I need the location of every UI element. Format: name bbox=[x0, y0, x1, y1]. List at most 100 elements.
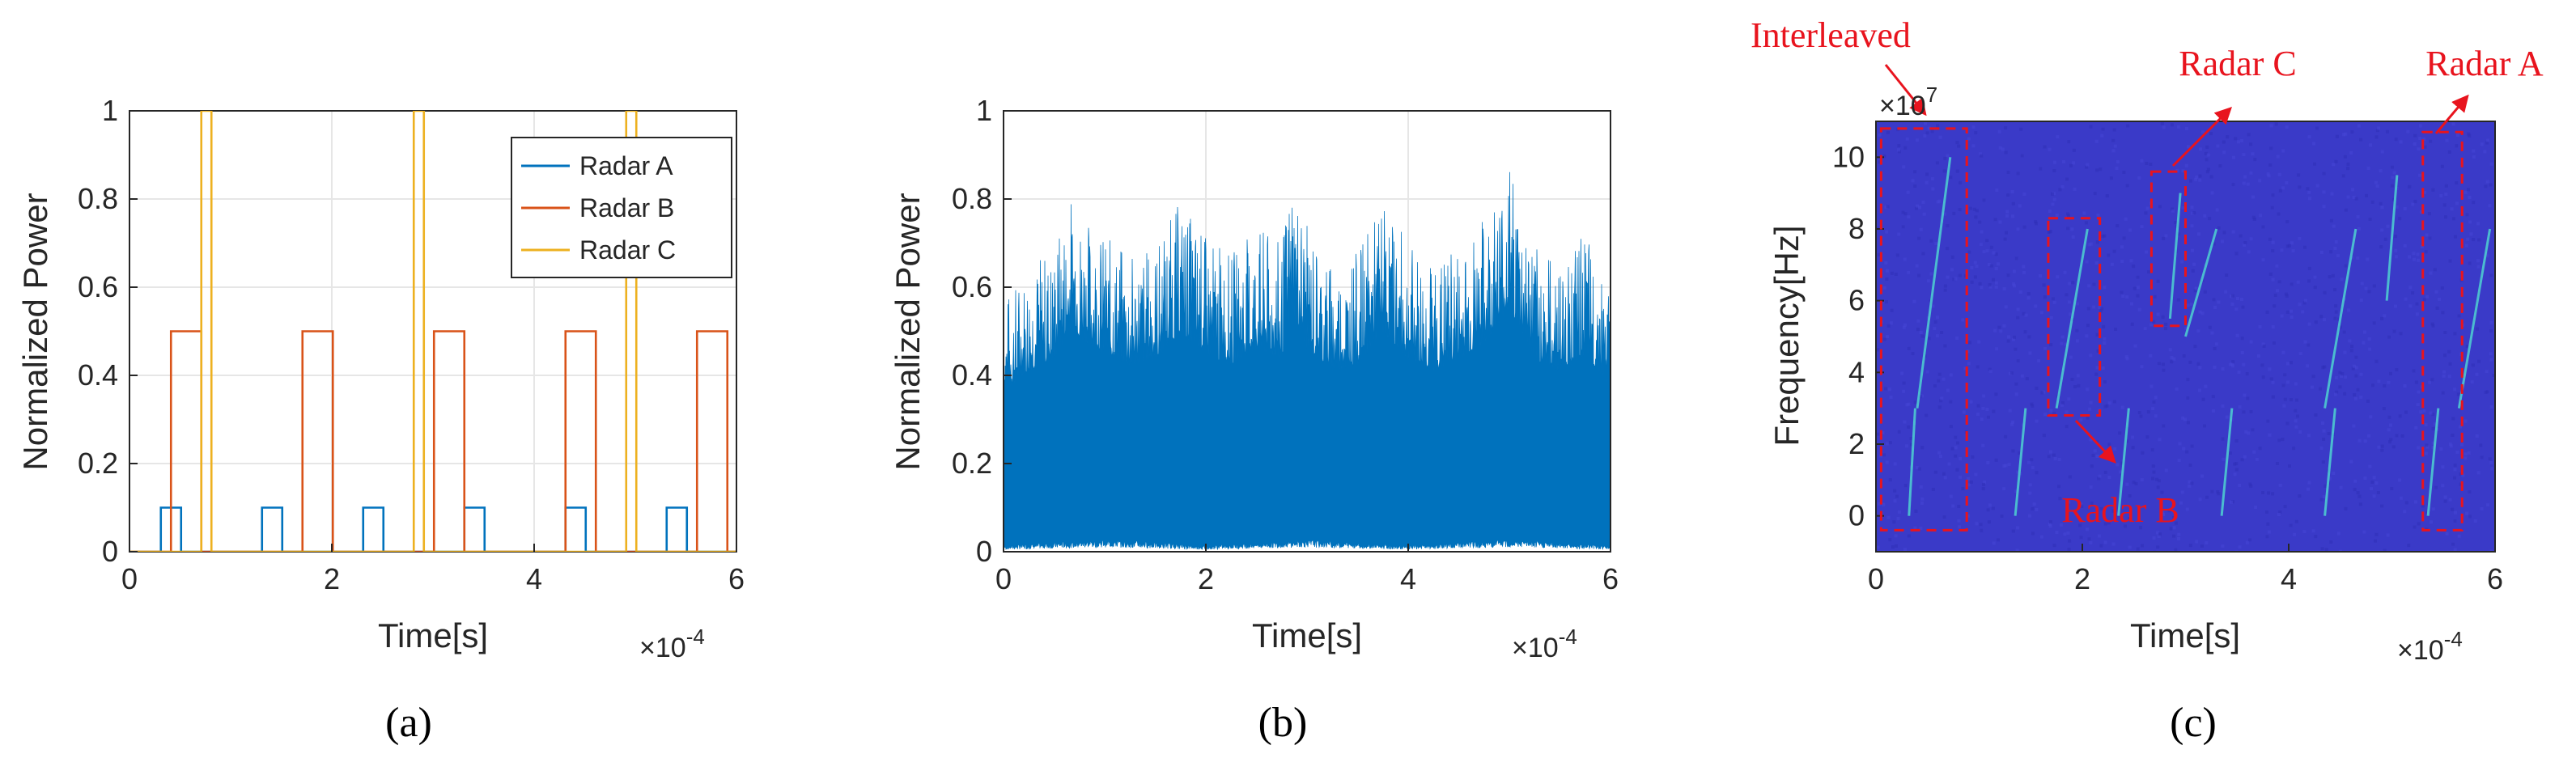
noise-cell bbox=[2026, 296, 2031, 300]
noise-cell bbox=[2120, 260, 2124, 264]
noise-cell bbox=[2315, 126, 2319, 130]
noise-cell bbox=[2194, 177, 2198, 181]
noise-cell bbox=[2030, 458, 2034, 462]
noise-cell bbox=[2182, 354, 2186, 358]
noise-cell bbox=[2348, 339, 2352, 343]
chirp-trace bbox=[1908, 408, 1916, 516]
noise-cell bbox=[2209, 132, 2213, 136]
noise-cell bbox=[2002, 287, 2006, 290]
noise-cell bbox=[2358, 502, 2362, 506]
noise-cell bbox=[1926, 279, 1930, 283]
noise-cell bbox=[2377, 379, 2381, 383]
noise-cell bbox=[2247, 250, 2251, 254]
noise-cell bbox=[1901, 210, 1905, 214]
noise-cell bbox=[2124, 355, 2128, 359]
noise-cell bbox=[2314, 535, 2318, 539]
noise-cell bbox=[2379, 245, 2383, 249]
chirp-trace bbox=[2385, 175, 2399, 301]
noise-cell bbox=[2164, 468, 2168, 472]
noise-cell bbox=[2298, 494, 2302, 498]
noise-cell bbox=[2006, 273, 2010, 277]
noise-cell bbox=[2486, 138, 2490, 142]
noise-cell bbox=[2285, 310, 2290, 314]
noise-cell bbox=[2380, 316, 2384, 320]
noise-cell bbox=[2465, 213, 2469, 217]
noise-cell bbox=[2192, 211, 2196, 215]
noise-cell bbox=[1919, 527, 1923, 530]
noise-cell bbox=[1982, 198, 1986, 202]
noise-cell bbox=[1903, 146, 1908, 150]
caption-c: (c) bbox=[2170, 700, 2217, 746]
noise-cell bbox=[2111, 149, 2116, 153]
noise-cell bbox=[2198, 498, 2202, 502]
noise-cell bbox=[2245, 372, 2249, 376]
noise-cell bbox=[2024, 313, 2028, 317]
noise-cell bbox=[2292, 447, 2296, 451]
noise-cell bbox=[2468, 220, 2472, 224]
noise-cell bbox=[2043, 295, 2047, 299]
noise-cell bbox=[2231, 183, 2235, 187]
noise-cell bbox=[2372, 321, 2376, 325]
noise-cell bbox=[2352, 424, 2356, 428]
noise-cell bbox=[1974, 472, 1978, 476]
noise-cell bbox=[2423, 190, 2427, 194]
noise-cell bbox=[2217, 492, 2221, 496]
noise-cell bbox=[1958, 525, 1962, 529]
noise-cell bbox=[2421, 504, 2425, 508]
noise-cell bbox=[2225, 415, 2229, 419]
noise-cell bbox=[1903, 323, 1907, 327]
noise-cell bbox=[2285, 220, 2290, 224]
noise-cell bbox=[2158, 479, 2161, 483]
noise-cell bbox=[2314, 413, 2318, 417]
noise-cell bbox=[2372, 494, 2376, 498]
noise-cell bbox=[2353, 479, 2357, 483]
noise-cell bbox=[2354, 366, 2358, 370]
noise-cell bbox=[2230, 364, 2234, 368]
chirp-trace bbox=[2014, 408, 2027, 516]
noise-cell bbox=[2101, 127, 2105, 131]
annotation-box bbox=[2421, 130, 2464, 531]
noise-cell bbox=[2329, 250, 2333, 254]
noise-cell bbox=[2222, 150, 2226, 155]
noise-cell bbox=[2230, 303, 2234, 306]
panel-c: 0 2 4 6 0 2 4 6 8 10 Interleaved Radar B Radar C Rad… bbox=[1751, 15, 2544, 746]
noise-cell bbox=[2112, 400, 2116, 404]
noise-cell bbox=[2154, 414, 2158, 418]
noise-cell bbox=[1962, 410, 1966, 414]
noise-cell bbox=[2018, 290, 2022, 294]
noise-cell bbox=[2283, 397, 2287, 401]
noise-cell bbox=[2380, 228, 2384, 232]
noise-cell bbox=[2086, 307, 2090, 311]
noise-cell bbox=[2172, 534, 2176, 538]
noise-cell bbox=[1968, 341, 1971, 345]
noise-cell bbox=[2123, 524, 2127, 528]
noise-cell bbox=[2134, 481, 2138, 485]
noise-cell bbox=[2047, 455, 2051, 459]
noise-cell bbox=[2184, 327, 2188, 331]
noise-cell bbox=[2294, 382, 2298, 386]
noise-cell bbox=[2386, 224, 2390, 228]
noise-cell bbox=[2172, 515, 2176, 519]
noise-cell bbox=[2283, 373, 2287, 377]
noise-cell bbox=[2271, 249, 2275, 252]
noise-cell bbox=[1916, 319, 1920, 323]
noise-cell bbox=[1946, 275, 1950, 279]
noise-cell bbox=[1979, 152, 1983, 156]
noise-cell bbox=[2076, 302, 2079, 306]
noise-cell bbox=[2116, 160, 2120, 163]
noise-cell bbox=[2363, 330, 2366, 334]
noise-cell bbox=[2188, 480, 2192, 484]
noise-cell bbox=[2128, 228, 2133, 232]
noise-cell bbox=[1918, 205, 1922, 210]
noise-cell bbox=[2431, 445, 2435, 449]
noise-cell bbox=[2217, 226, 2221, 230]
noise-cell bbox=[2212, 298, 2216, 302]
noise-cell bbox=[2141, 451, 2145, 455]
noise-cell bbox=[2464, 190, 2468, 194]
noise-cell bbox=[2285, 421, 2290, 426]
noise-cell bbox=[2116, 224, 2120, 228]
noise-cell bbox=[2468, 196, 2472, 199]
noise-cell bbox=[1876, 348, 1880, 352]
noise-cell bbox=[2172, 357, 2176, 361]
noise-cell bbox=[2448, 498, 2452, 502]
